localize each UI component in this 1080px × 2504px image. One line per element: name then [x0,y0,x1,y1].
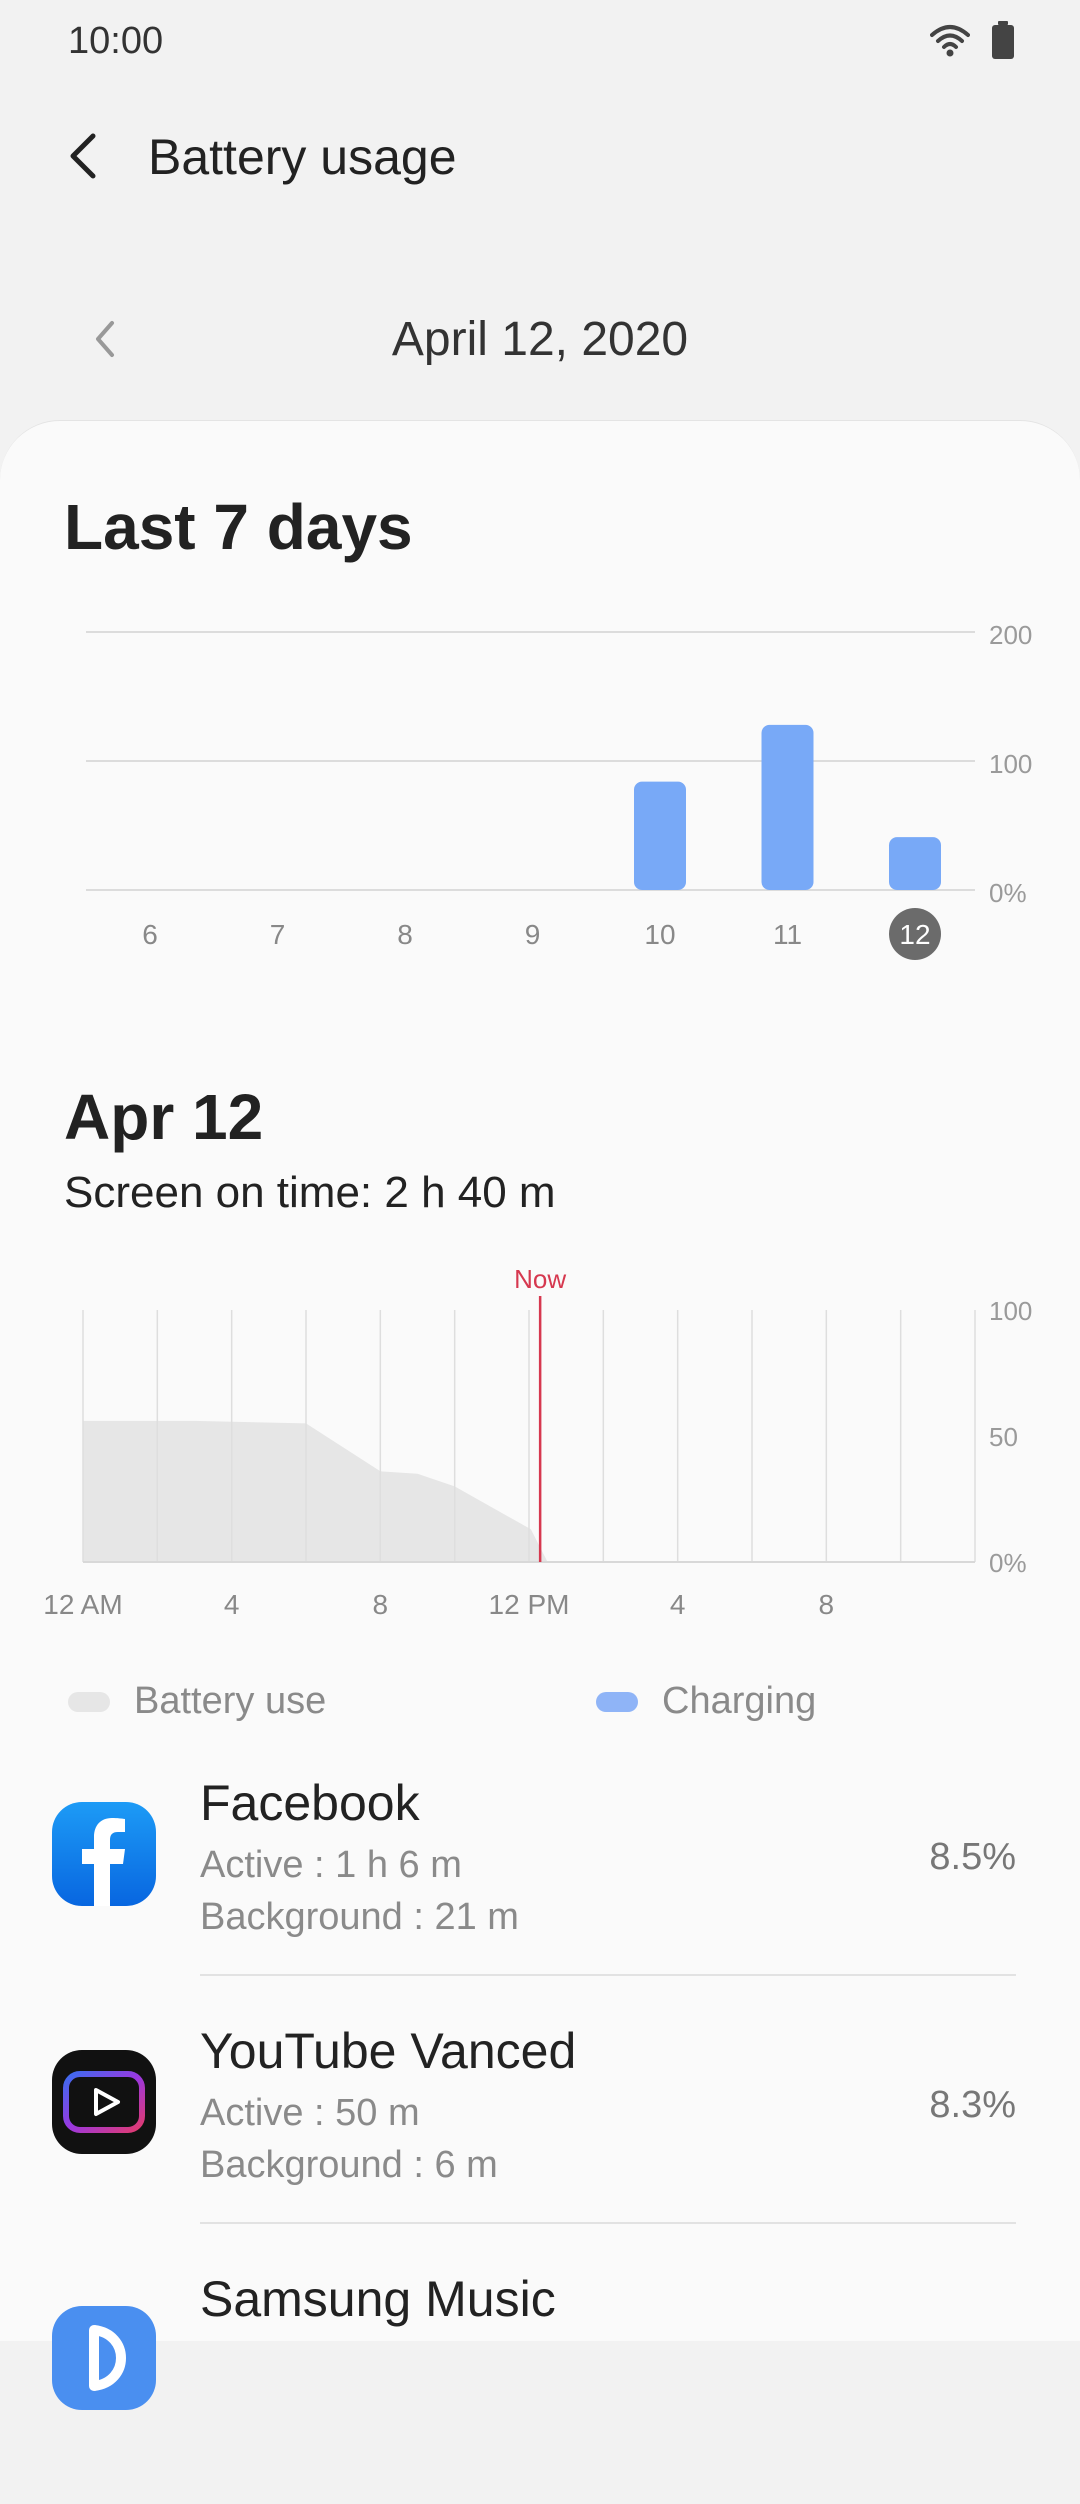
divider [200,1974,1016,1976]
battery-area [83,1420,548,1562]
back-button[interactable] [52,120,116,196]
x-tick-label: 12 [899,919,930,950]
legend-battery-use-label: Battery use [134,1680,327,1722]
facebook-icon [52,1802,156,1906]
bar-12 [889,837,941,890]
y-tick-label: 100 [989,749,1032,779]
x-tick-label: 4 [670,1589,686,1620]
weekly-bar-chart: 200 100 0% 6 7 8 9 10 11 12 [86,620,1032,960]
x-tick-label: 6 [142,919,158,950]
app-active-time: Active : 1 h 6 m [200,1844,462,1886]
status-icons [930,20,1014,64]
app-background-time: Background : 6 m [200,2144,498,2186]
x-tick-label: 11 [773,919,802,950]
y-tick-label: 50 [989,1422,1018,1452]
x-tick-label: 9 [525,919,541,950]
app-usage-percent: 8.3% [929,2084,1016,2126]
x-tick-label: 10 [644,919,675,950]
legend-charging-swatch [596,1691,638,1712]
y-tick-label: 200 [989,620,1032,650]
divider [200,2222,1016,2224]
wifi-icon [930,23,970,62]
app-usage-percent: 8.5% [929,1836,1016,1878]
chevron-left-icon [93,319,117,364]
daily-battery-chart: 100 50 0% 12 AM 4 8 12 PM 4 8 Now [43,1264,1032,1620]
weekly-title: Last 7 days [64,491,413,563]
x-tick-label: 8 [397,919,413,950]
app-name: Facebook [200,1775,420,1831]
x-tick-label: 12 AM [43,1589,122,1620]
previous-date-button[interactable] [80,314,130,368]
selected-day-marker [889,908,941,960]
x-tick-label: 8 [373,1589,389,1620]
app-active-time: Active : 50 m [200,2092,420,2134]
legend-charging-label: Charging [662,1680,817,1722]
screen-on-time: Screen on time: 2 h 40 m [64,1168,556,1217]
app-row-youtube-vanced[interactable]: YouTube Vanced Active : 50 m Background … [0,2008,1080,2256]
now-label: Now [514,1264,566,1294]
app-name: Samsung Music [200,2271,556,2327]
app-background-time: Background : 21 m [200,1896,519,1938]
bar-10 [634,781,686,890]
page-title: Battery usage [148,129,457,185]
x-tick-label: 4 [224,1589,240,1620]
battery-icon [992,20,1014,64]
youtube-vanced-icon [52,2050,156,2154]
samsung-music-icon [52,2306,156,2410]
y-tick-label: 0% [989,878,1027,908]
app-row-facebook[interactable]: Facebook Active : 1 h 6 m Background : 2… [0,1760,1080,2008]
legend-battery-use-swatch [68,1691,110,1712]
date-label: April 12, 2020 [391,313,689,366]
day-title: Apr 12 [64,1081,264,1153]
x-tick-label: 12 PM [489,1589,570,1620]
x-tick-label: 8 [819,1589,835,1620]
legend-battery-use: Battery use [68,1680,326,1723]
bar-11 [761,724,814,890]
back-arrow-icon [67,132,101,185]
app-name: YouTube Vanced [200,2023,577,2079]
y-tick-label: 100 [989,1296,1032,1326]
legend-charging: Charging [596,1680,816,1723]
y-tick-label: 0% [989,1548,1027,1578]
x-tick-label: 7 [270,919,286,950]
status-time: 10:00 [68,20,164,62]
app-row-samsung-music[interactable]: Samsung Music [0,2256,1080,2504]
